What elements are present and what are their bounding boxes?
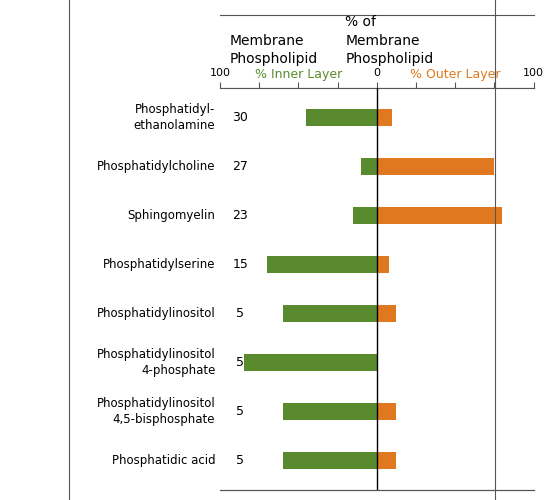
Text: % of
Membrane
Phospholipid: % of Membrane Phospholipid <box>345 15 433 66</box>
Text: Membrane
Phospholipid: Membrane Phospholipid <box>229 34 318 66</box>
Bar <box>377 305 395 322</box>
Bar <box>377 158 494 175</box>
Text: 5: 5 <box>236 356 244 369</box>
Text: Phosphatidylinositol: Phosphatidylinositol <box>97 307 215 320</box>
Text: 15: 15 <box>233 258 248 271</box>
Bar <box>377 403 395 420</box>
Text: Phosphatidic acid: Phosphatidic acid <box>112 454 215 467</box>
Bar <box>283 305 377 322</box>
Text: 23: 23 <box>233 209 248 222</box>
Text: Phosphatidylcholine: Phosphatidylcholine <box>97 160 215 173</box>
Text: Phosphatidylserine: Phosphatidylserine <box>103 258 215 271</box>
Text: 5: 5 <box>236 405 244 418</box>
Bar <box>283 452 377 469</box>
Text: 5: 5 <box>236 454 244 467</box>
Bar <box>283 403 377 420</box>
Bar <box>267 256 377 273</box>
Bar <box>361 158 377 175</box>
Text: Sphingomyelin: Sphingomyelin <box>128 209 215 222</box>
Bar <box>377 109 393 126</box>
Bar <box>353 207 377 224</box>
Text: 30: 30 <box>233 111 248 124</box>
Text: % Outer Layer: % Outer Layer <box>410 68 500 80</box>
Text: Phosphatidyl-
ethanolamine: Phosphatidyl- ethanolamine <box>134 103 215 132</box>
Text: 5: 5 <box>236 307 244 320</box>
Text: 27: 27 <box>233 160 248 173</box>
Bar <box>306 109 377 126</box>
Text: % Inner Layer: % Inner Layer <box>255 68 342 80</box>
Text: Phosphatidylinositol
4-phosphate: Phosphatidylinositol 4-phosphate <box>97 348 215 377</box>
Bar <box>244 354 377 371</box>
Bar <box>377 452 395 469</box>
Bar <box>377 256 389 273</box>
Bar <box>377 207 502 224</box>
Text: Phosphatidylinositol
4,5-bisphosphate: Phosphatidylinositol 4,5-bisphosphate <box>97 397 215 426</box>
